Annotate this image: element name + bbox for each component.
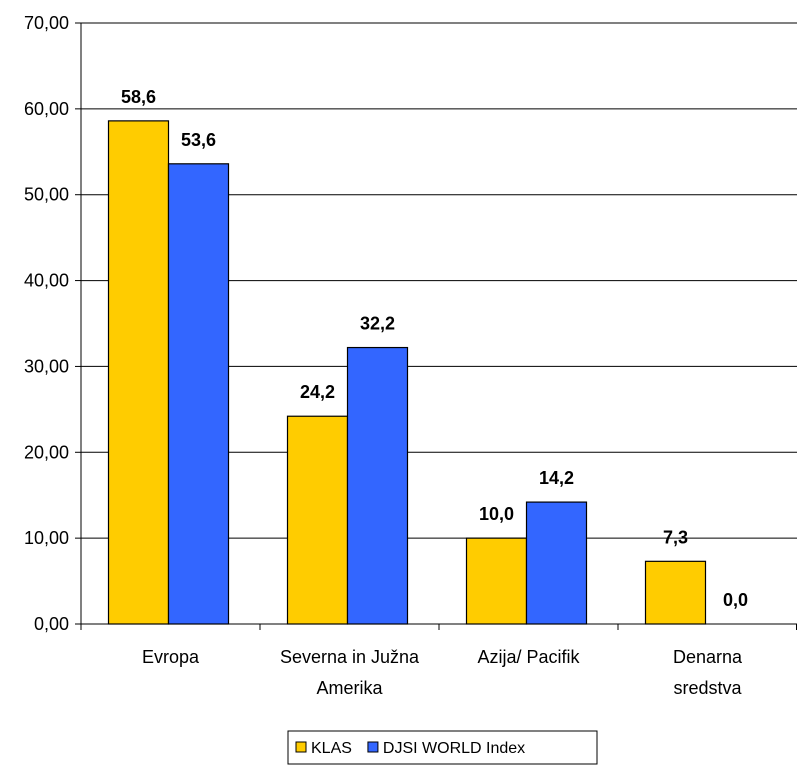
legend-swatch <box>367 741 379 753</box>
category-label: Azija/ Pacifik <box>477 647 580 667</box>
legend-box <box>287 730 598 765</box>
y-tick-label: 10,00 <box>24 528 69 548</box>
y-tick-label: 30,00 <box>24 356 69 376</box>
data-label: 14,2 <box>539 468 574 488</box>
data-label: 58,6 <box>121 87 156 107</box>
y-tick-label: 40,00 <box>24 271 69 291</box>
y-tick-label: 0,00 <box>34 614 69 634</box>
data-label: 7,3 <box>663 527 688 547</box>
y-tick-label: 20,00 <box>24 442 69 462</box>
data-label: 24,2 <box>300 382 335 402</box>
y-tick-label: 60,00 <box>24 99 69 119</box>
y-tick-label: 50,00 <box>24 185 69 205</box>
category-label: Severna in Južna <box>280 647 420 667</box>
bar-djsi-world-index <box>525 501 588 625</box>
bar-klas <box>644 560 707 625</box>
bars <box>107 120 707 625</box>
category-label: Denarna <box>673 647 743 667</box>
legend-swatch <box>295 741 307 753</box>
data-label: 53,6 <box>181 130 216 150</box>
legend: KLAS DJSI WORLD Index <box>287 730 598 765</box>
bar-klas <box>286 415 349 625</box>
data-label: 0,0 <box>723 590 748 610</box>
y-tick-label: 70,00 <box>24 13 69 33</box>
data-label: 10,0 <box>479 504 514 524</box>
data-labels: 58,6 53,6 24,2 32,2 10,0 14,2 7,3 0,0 <box>121 87 748 610</box>
bar-djsi-world-index <box>346 346 409 625</box>
category-label: sredstva <box>673 678 742 698</box>
legend-label: DJSI WORLD Index <box>383 740 525 757</box>
y-tick-labels: 0,00 10,00 20,00 30,00 40,00 50,00 60,00 70,00 <box>24 13 69 634</box>
bar-klas <box>465 537 528 625</box>
axes <box>75 22 797 630</box>
bar-djsi-world-index <box>167 163 230 625</box>
data-label: 32,2 <box>360 314 395 334</box>
bar-klas <box>107 120 170 625</box>
category-labels: Evropa Severna in Južna Amerika Azija/ Paci… <box>142 647 743 698</box>
legend-label: KLAS <box>311 740 352 757</box>
category-label: Amerika <box>316 678 383 698</box>
category-label: Evropa <box>142 647 200 667</box>
